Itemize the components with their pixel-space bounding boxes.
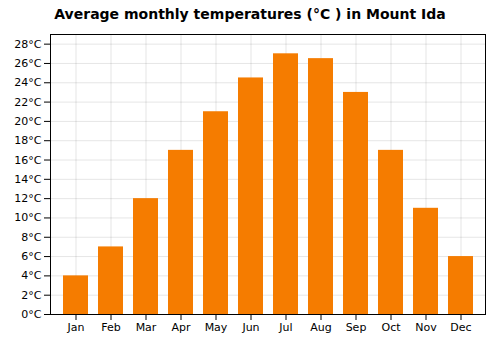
- svg-text:6°C: 6°C: [21, 250, 41, 263]
- svg-text:26°C: 26°C: [14, 57, 41, 70]
- svg-text:24°C: 24°C: [14, 76, 41, 89]
- svg-text:Jun: Jun: [241, 321, 259, 334]
- svg-text:Sep: Sep: [346, 321, 367, 334]
- svg-text:14°C: 14°C: [14, 173, 41, 186]
- svg-text:20°C: 20°C: [14, 115, 41, 128]
- html-text:Average monthly temperatures (: Average monthly temperatures (°C ) in Mo…: [54, 6, 446, 22]
- svg-text:22°C: 22°C: [14, 96, 41, 109]
- svg-text:4°C: 4°C: [21, 269, 41, 282]
- svg-text:18°C: 18°C: [14, 134, 41, 147]
- svg-text:Nov: Nov: [415, 321, 437, 334]
- svg-text:10°C: 10°C: [14, 211, 41, 224]
- svg-text:2°C: 2°C: [21, 289, 41, 302]
- svg-text:8°C: 8°C: [21, 231, 41, 244]
- svg-text:May: May: [205, 321, 228, 334]
- svg-text:Jan: Jan: [67, 321, 85, 334]
- svg-text:Aug: Aug: [310, 321, 331, 334]
- svg-text:Jul: Jul: [278, 321, 292, 334]
- svg-text:Apr: Apr: [171, 321, 191, 334]
- svg-text:Oct: Oct: [381, 321, 401, 334]
- svg-text:28°C: 28°C: [14, 38, 41, 51]
- svg-text:12°C: 12°C: [14, 192, 41, 205]
- svg-text:Mar: Mar: [136, 321, 157, 334]
- svg-text:Dec: Dec: [450, 321, 471, 334]
- svg-text:0°C: 0°C: [21, 308, 41, 321]
- svg-text:16°C: 16°C: [14, 154, 41, 167]
- svg-text:Feb: Feb: [101, 321, 120, 334]
